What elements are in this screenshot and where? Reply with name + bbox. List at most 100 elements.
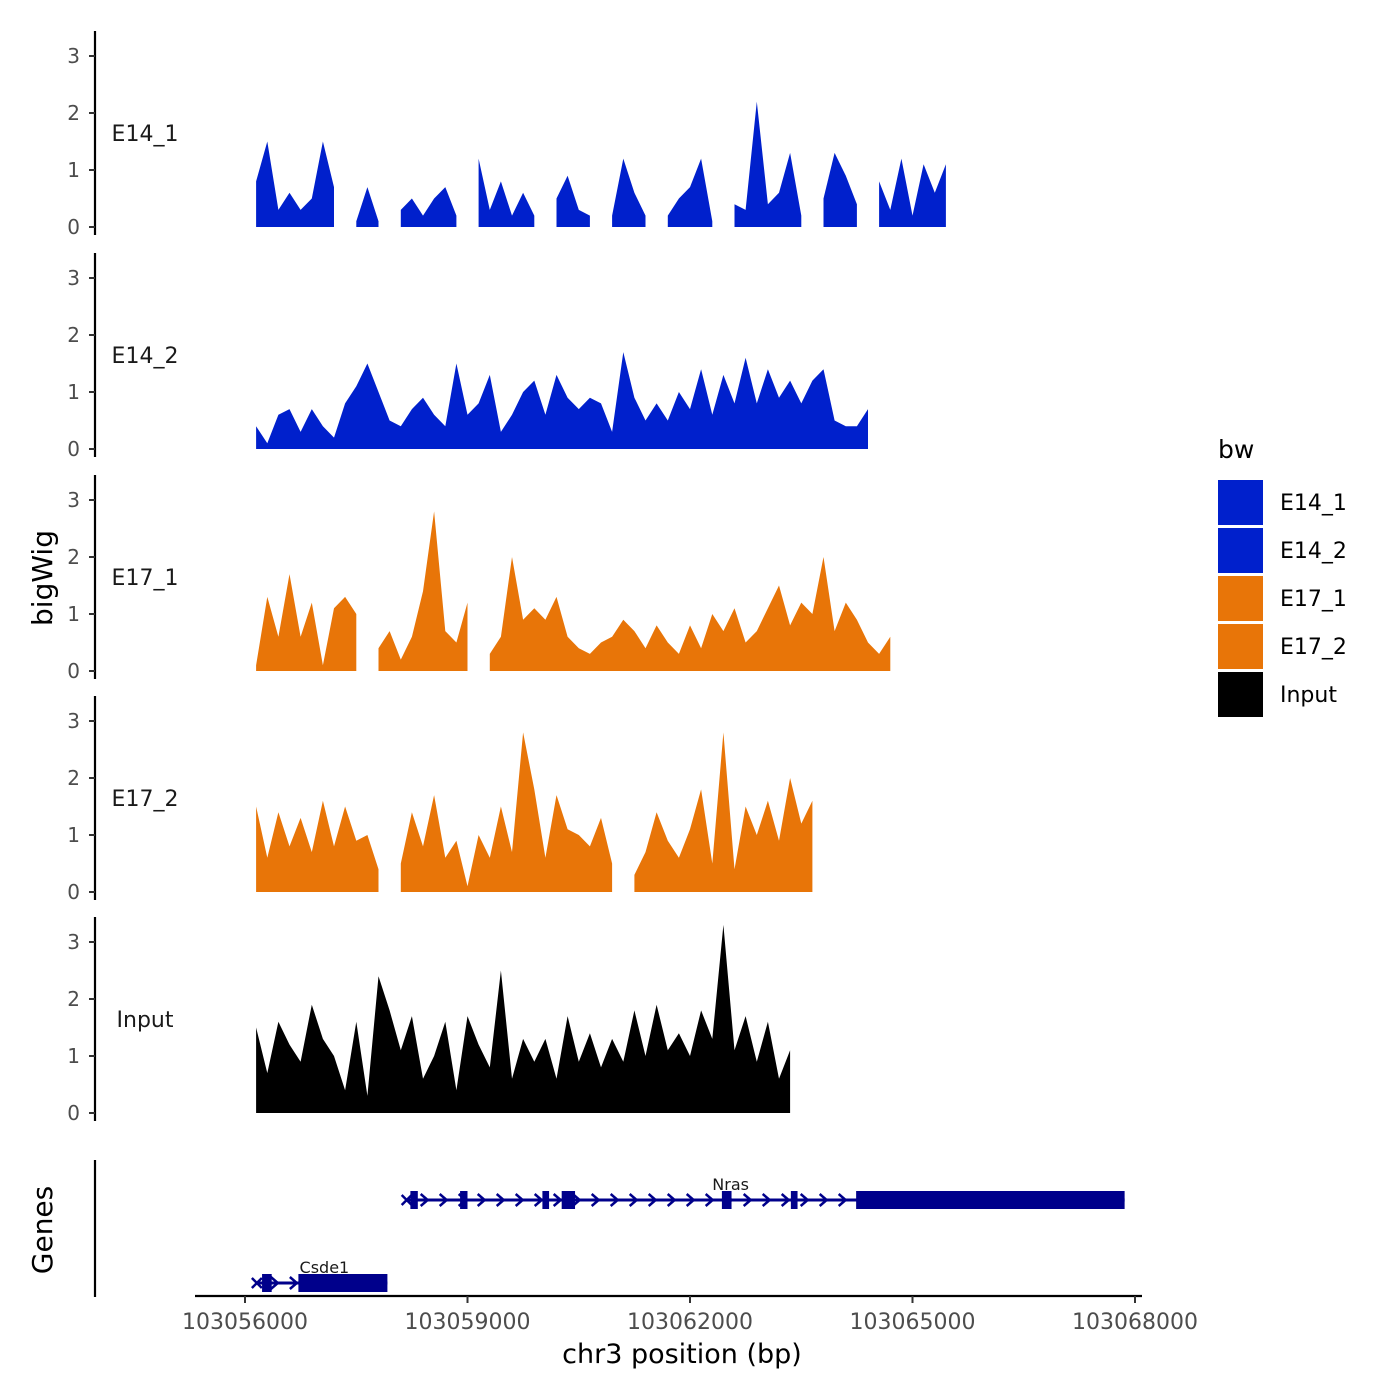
tracks: 0 1 2 3 E14_1 0 1 2 3 E14_2 0 1 2 3 E17_1 0 1 2 3 E17_2 0 1 2 3… (67, 31, 946, 1125)
legend-label: Input (1280, 683, 1337, 708)
legend-item: E17_2 (1218, 624, 1347, 669)
area-E14_1 (478, 158, 535, 227)
gene-Nras: Nras (400, 1175, 1125, 1209)
y-tick-label: 1 (67, 602, 80, 626)
x-axis: 103056000 103059000 103062000 103065000 1030… (182, 1294, 1198, 1335)
strand-arrow (419, 1193, 430, 1207)
strand-arrow (742, 1193, 753, 1207)
track-E17_2: 0 1 2 3 E17_2 (67, 696, 813, 904)
strand-arrow (761, 1193, 772, 1207)
area-E17_2 (256, 800, 379, 892)
track-E17_1: 0 1 2 3 E17_1 (67, 475, 891, 683)
strand-arrow (552, 1193, 563, 1207)
strand-arrow (438, 1193, 449, 1207)
track-label: Input (117, 1008, 174, 1033)
legend-swatch (1218, 528, 1263, 573)
x-axis-title: chr3 position (bp) (562, 1339, 802, 1370)
legend-item: Input (1218, 672, 1337, 717)
strand-arrow (609, 1193, 620, 1207)
strand-arrow (590, 1193, 601, 1207)
y-tick-label: 2 (67, 766, 80, 790)
legend-label: E14_2 (1280, 539, 1347, 564)
exon (561, 1191, 576, 1209)
area-E14_1 (667, 158, 713, 227)
strand-arrow (818, 1193, 829, 1207)
y-axis-title: bigWig (26, 530, 59, 626)
track-label: E17_2 (112, 787, 179, 812)
y-tick-label: 2 (67, 987, 80, 1011)
x-tick-label: 103068000 (1072, 1310, 1198, 1335)
exon (721, 1191, 732, 1209)
strand-arrow (780, 1193, 791, 1207)
exon (790, 1191, 798, 1209)
exon (856, 1191, 1125, 1209)
track-Input: 0 1 2 3 Input (67, 917, 791, 1125)
x-tick-label: 103062000 (627, 1310, 753, 1335)
y-tick-label: 0 (67, 1101, 80, 1125)
area-E14_1 (734, 101, 802, 227)
y-tick-label: 2 (67, 101, 80, 125)
area-E17_2 (400, 732, 613, 892)
strand-arrow (514, 1193, 525, 1207)
area-E14_2 (256, 352, 869, 449)
y-tick-label: 3 (67, 266, 80, 290)
y-tick-label: 2 (67, 323, 80, 347)
exon (262, 1274, 272, 1292)
area-E17_1 (378, 511, 468, 671)
y-tick-label: 3 (67, 709, 80, 733)
area-E17_2 (634, 732, 813, 892)
x-tick-label: 103059000 (405, 1310, 531, 1335)
genes-axis-title: Genes (26, 1186, 59, 1274)
legend-label: E17_2 (1280, 635, 1347, 660)
legend-item: E17_1 (1218, 576, 1347, 621)
area-E14_1 (256, 141, 334, 227)
legend-item: E14_1 (1218, 480, 1347, 525)
y-tick-label: 3 (67, 930, 80, 954)
area-E17_1 (256, 574, 357, 671)
strand-arrow (704, 1193, 715, 1207)
genes-panel: Nras Csde1 (93, 1160, 1125, 1297)
area-E14_1 (400, 187, 457, 227)
strand-arrow (685, 1193, 696, 1207)
y-tick-label: 3 (67, 44, 80, 68)
exon (542, 1191, 550, 1209)
y-tick-label: 2 (67, 545, 80, 569)
legend-swatch (1218, 624, 1263, 669)
strand-arrow (647, 1193, 658, 1207)
exon (410, 1191, 418, 1209)
y-tick-label: 1 (67, 380, 80, 404)
legend-title: bw (1218, 435, 1254, 464)
strand-arrow (270, 1276, 280, 1290)
area-E14_1 (556, 175, 590, 227)
y-tick-label: 1 (67, 1044, 80, 1068)
x-tick-label: 103056000 (182, 1310, 308, 1335)
legend: bw E14_1 E14_2 E17_1 E17_2 Input (1218, 435, 1347, 717)
strand-arrow (837, 1193, 848, 1207)
gene-start-marker (400, 1194, 413, 1206)
strand-arrow (628, 1193, 639, 1207)
y-tick-label: 0 (67, 659, 80, 683)
y-tick-label: 1 (67, 158, 80, 182)
area-E14_1 (879, 158, 946, 227)
y-tick-label: 0 (67, 215, 80, 239)
y-tick-label: 1 (67, 823, 80, 847)
y-tick-label: 0 (67, 880, 80, 904)
legend-swatch (1218, 672, 1263, 717)
gene-label: Csde1 (300, 1258, 350, 1277)
track-label: E14_1 (112, 122, 179, 147)
track-E14_1: 0 1 2 3 E14_1 (67, 31, 946, 239)
strand-arrow (799, 1193, 810, 1207)
gene-label: Nras (712, 1175, 749, 1194)
area-E14_1 (612, 158, 646, 227)
track-label: E17_1 (112, 566, 179, 591)
gene-start-marker (250, 1277, 263, 1289)
strand-arrow (495, 1193, 506, 1207)
gene-Csde1: Csde1 (250, 1258, 388, 1292)
track-label: E14_2 (112, 344, 179, 369)
strand-arrow (666, 1193, 677, 1207)
legend-label: E14_1 (1280, 491, 1347, 516)
strand-arrow (533, 1193, 544, 1207)
legend-item: E14_2 (1218, 528, 1347, 573)
legend-swatch (1218, 480, 1263, 525)
strand-arrow (476, 1193, 487, 1207)
